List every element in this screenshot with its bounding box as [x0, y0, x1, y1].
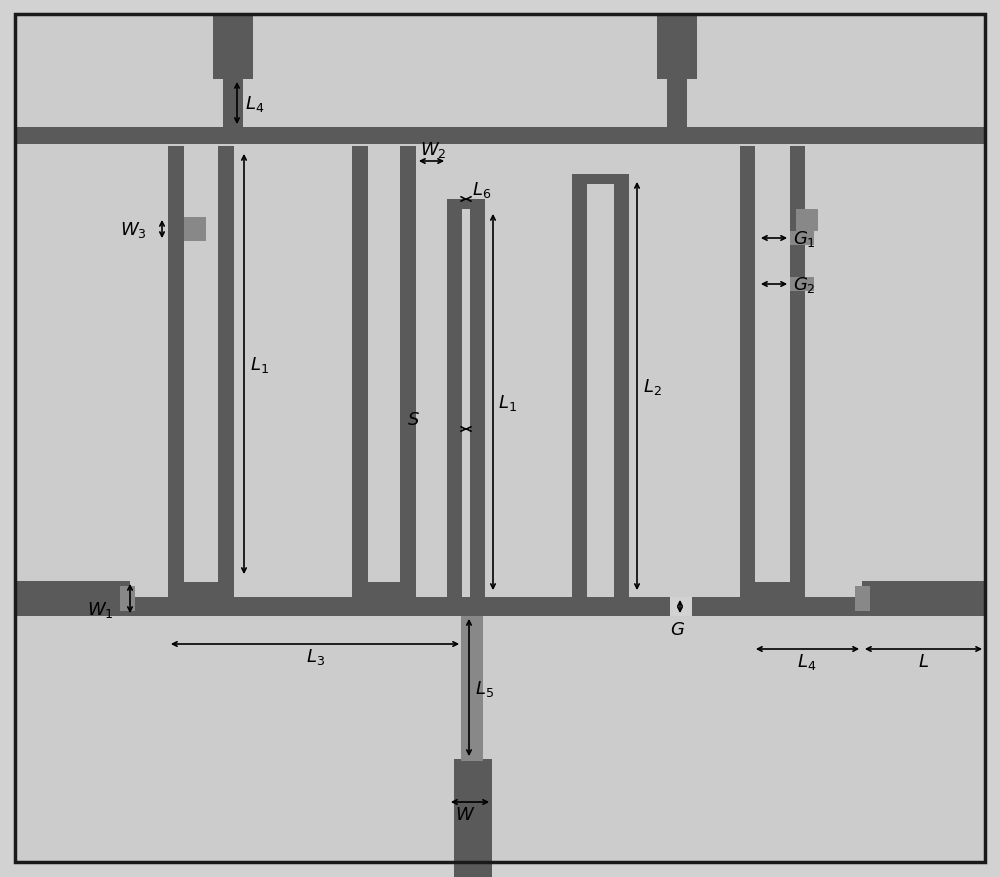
Text: $L_1$: $L_1$	[250, 354, 269, 374]
Bar	[657, 15, 697, 80]
Bar	[572, 175, 629, 185]
Bar	[168, 146, 184, 587]
Bar	[15, 597, 985, 617]
Text: $G_1$: $G_1$	[793, 229, 816, 249]
Bar	[572, 175, 587, 597]
Bar	[454, 759, 492, 877]
Bar	[796, 210, 818, 232]
Text: $W_3$: $W_3$	[120, 220, 147, 239]
Bar	[15, 128, 985, 145]
Bar	[400, 146, 416, 582]
Bar	[168, 582, 234, 597]
Bar	[740, 582, 805, 597]
Bar	[790, 232, 814, 246]
Bar	[862, 581, 985, 617]
Bar	[223, 80, 243, 130]
Text: $L_4$: $L_4$	[797, 652, 817, 671]
Bar	[213, 15, 253, 80]
Bar	[667, 80, 687, 130]
Text: $W$: $W$	[455, 805, 475, 823]
Bar	[352, 146, 368, 582]
Bar	[15, 581, 130, 617]
Bar	[790, 146, 805, 582]
Text: $L_3$: $L_3$	[306, 646, 324, 667]
Bar	[120, 587, 135, 611]
Bar	[352, 582, 416, 597]
Text: $L_6$: $L_6$	[472, 180, 491, 200]
Bar	[447, 207, 462, 597]
Text: $S$: $S$	[407, 410, 420, 429]
Text: $W_1$: $W_1$	[87, 599, 113, 619]
Text: $L_4$: $L_4$	[245, 94, 264, 114]
Text: $W_2$: $W_2$	[420, 139, 447, 160]
Bar	[740, 146, 755, 582]
Text: $L_2$: $L_2$	[643, 376, 662, 396]
Bar	[790, 278, 814, 292]
Bar	[855, 587, 870, 611]
Bar	[470, 207, 485, 597]
Bar	[670, 597, 692, 617]
Bar	[461, 617, 483, 761]
Bar	[447, 200, 485, 210]
Bar	[218, 146, 234, 587]
Text: $L_5$: $L_5$	[475, 678, 494, 698]
Text: $L_1$: $L_1$	[498, 393, 517, 412]
Text: $G$: $G$	[670, 620, 686, 638]
Bar	[184, 217, 206, 242]
Text: $G_2$: $G_2$	[793, 275, 816, 295]
Text: $L$: $L$	[918, 652, 928, 670]
Bar	[614, 175, 629, 597]
